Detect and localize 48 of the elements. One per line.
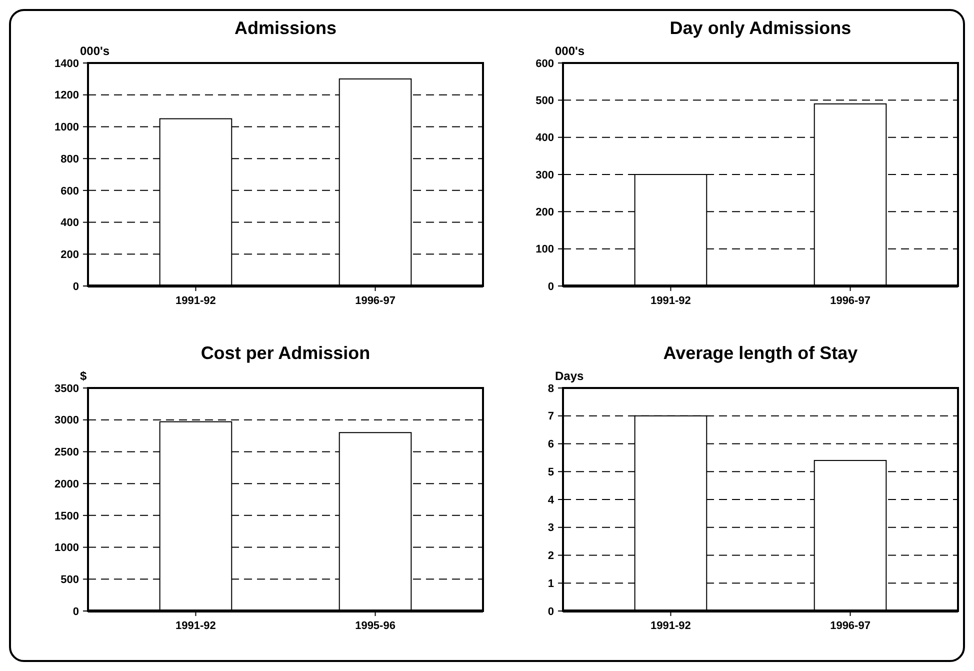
x-tick-label: 1996-97	[830, 620, 870, 632]
x-tick-label: 1991-92	[176, 620, 216, 632]
y-tick-label: 200	[536, 206, 554, 219]
y-tick-label: 2	[548, 550, 554, 562]
y-tick-label: 600	[60, 185, 79, 198]
y-tick-label: 3500	[54, 382, 79, 395]
chart-title: Admissions	[234, 18, 337, 38]
y-tick-label: 600	[536, 58, 554, 70]
y-tick-label: 2000	[54, 478, 79, 490]
y-tick-label: 1000	[54, 542, 79, 554]
y-tick-label: 0	[72, 606, 79, 618]
y-tick-label: 5	[548, 466, 554, 478]
y-tick-label: 400	[536, 132, 554, 144]
y-tick-label: 400	[60, 217, 79, 230]
y-tick-label: 800	[60, 153, 79, 166]
x-tick-label: 1991-92	[650, 295, 691, 307]
y-axis-title: $	[80, 369, 87, 383]
chart-title: Cost per Admission	[200, 343, 370, 363]
y-tick-label: 1400	[54, 58, 79, 70]
y-tick-label: 3000	[54, 414, 79, 427]
y-tick-label: 500	[536, 95, 554, 108]
chart-title: Day only Admissions	[670, 18, 852, 38]
y-tick-label: 0	[548, 280, 554, 293]
x-tick-label: 1996-97	[830, 295, 870, 307]
y-tick-label: 300	[536, 169, 554, 182]
y-tick-label: 8	[548, 382, 554, 395]
y-axis-title: 000's	[80, 44, 110, 58]
y-tick-label: 1200	[54, 90, 79, 102]
y-tick-label: 1500	[54, 510, 79, 522]
x-tick-label: 1996-97	[355, 295, 396, 307]
y-tick-label: 500	[60, 574, 79, 586]
chart-title: Average length of Stay	[663, 343, 858, 363]
y-tick-label: 2500	[54, 446, 79, 459]
y-tick-label: 200	[60, 248, 79, 261]
x-tick-label: 1995-96	[355, 620, 396, 632]
y-tick-label: 100	[536, 244, 554, 256]
x-tick-label: 1991-92	[176, 295, 216, 307]
y-axis-title: 000's	[555, 44, 585, 58]
y-tick-label: 1000	[54, 122, 79, 134]
x-tick-label: 1991-92	[650, 620, 691, 632]
y-tick-label: 1	[548, 578, 554, 590]
y-tick-label: 7	[548, 410, 554, 423]
y-tick-label: 4	[548, 494, 555, 506]
y-tick-label: 0	[72, 280, 79, 293]
y-tick-label: 6	[548, 438, 554, 451]
y-tick-label: 3	[548, 522, 554, 534]
y-tick-label: 0	[548, 606, 554, 618]
y-axis-title: Days	[555, 369, 584, 383]
